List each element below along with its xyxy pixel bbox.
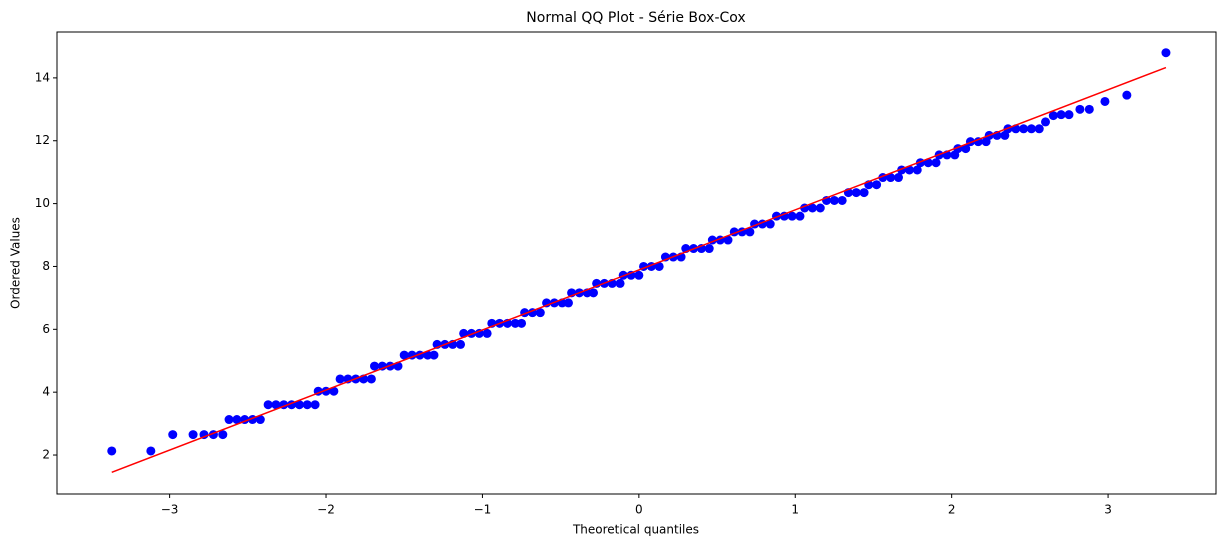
point [563,298,573,308]
point [1056,110,1066,120]
y-tick-label: 10 [35,196,50,210]
point [1100,96,1110,106]
point [1034,124,1044,134]
point [859,188,869,198]
point [745,227,755,237]
point [912,165,922,175]
point [224,415,234,425]
point [704,244,714,254]
y-tick-label: 12 [35,133,50,147]
point [723,235,733,245]
point [851,188,861,198]
x-tick-label: −1 [474,503,492,517]
point [232,415,242,425]
chart-title: Normal QQ Plot - Série Box-Cox [526,10,745,26]
point [588,288,598,298]
x-tick-label: 1 [791,503,799,517]
x-tick-label: −2 [317,503,335,517]
point [1019,124,1029,134]
point [787,211,797,221]
y-tick-label: 6 [42,322,50,336]
point [517,318,527,328]
point [366,374,376,384]
point [474,328,484,338]
point [923,158,933,168]
point [904,165,914,175]
y-tick-label: 2 [42,448,50,462]
point [795,211,805,221]
point [535,308,545,318]
point [1084,104,1094,114]
point [837,195,847,205]
point [872,180,882,190]
point [302,400,312,410]
point [807,203,817,213]
point [1161,48,1171,58]
point [1064,110,1074,120]
point [335,374,345,384]
point [329,386,339,396]
point [218,430,228,440]
point [146,446,156,456]
y-tick-label: 4 [42,385,50,399]
x-tick-label: 3 [1104,503,1112,517]
point [310,400,320,410]
point [510,318,520,328]
x-tick-label: 2 [948,503,956,517]
point [615,278,625,288]
point [1041,117,1051,127]
point [482,328,492,338]
plot-frame [56,31,1217,495]
point [255,415,265,425]
point [399,350,409,360]
point [961,144,971,154]
point [815,203,825,213]
point [886,173,896,183]
point [1048,111,1058,121]
point [429,350,439,360]
point [829,195,839,205]
point [456,339,466,349]
point [107,446,117,456]
fit-line [111,66,1167,474]
point [893,173,903,183]
point [370,361,380,371]
x-tick-label: 0 [635,503,643,517]
point [168,430,178,440]
point [263,400,273,410]
point [634,270,644,280]
point [294,400,304,410]
point [271,400,281,410]
point [188,430,198,440]
point [1075,104,1085,114]
point [654,261,664,271]
point [765,219,775,229]
x-axis-label: Theoretical quantiles [572,523,699,537]
point [931,158,941,168]
y-tick-label: 8 [42,259,50,273]
point [423,350,433,360]
y-axis-label: Ordered Values [9,217,23,309]
point [1026,124,1036,134]
y-tick-label: 14 [35,70,50,84]
point [199,430,209,440]
point [1122,90,1132,100]
x-tick-label: −3 [161,503,179,517]
